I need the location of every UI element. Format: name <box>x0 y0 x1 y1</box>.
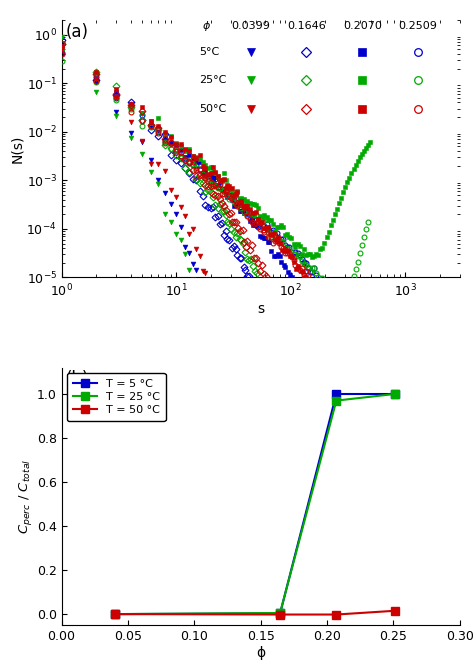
Text: (b): (b) <box>65 370 89 388</box>
T = 50 °C <box>392 606 398 614</box>
Text: 5°C: 5°C <box>199 47 219 57</box>
Text: 25°C: 25°C <box>199 75 227 86</box>
X-axis label: ϕ: ϕ <box>256 646 265 660</box>
Legend: T = 5 °C, T = 25 °C, T = 50 °C: T = 5 °C, T = 25 °C, T = 50 °C <box>67 373 165 421</box>
T = 5 °C <box>334 390 339 398</box>
Text: 0.1646: 0.1646 <box>287 21 326 31</box>
T = 50 °C <box>277 610 283 618</box>
Line: T = 25 °C: T = 25 °C <box>111 390 399 618</box>
T = 25 °C <box>112 610 118 618</box>
Text: (a): (a) <box>65 23 89 41</box>
Y-axis label: N(s): N(s) <box>9 134 24 163</box>
T = 5 °C <box>392 390 398 398</box>
T = 5 °C <box>112 610 118 618</box>
X-axis label: s: s <box>257 302 264 316</box>
T = 5 °C <box>277 609 283 617</box>
Y-axis label: $C_{perc}$ / $C_{total}$: $C_{perc}$ / $C_{total}$ <box>17 459 34 534</box>
Text: 0.0399: 0.0399 <box>231 21 270 31</box>
T = 25 °C <box>277 609 283 617</box>
Text: 50°C: 50°C <box>199 104 226 114</box>
Text: 0.2509: 0.2509 <box>399 21 438 31</box>
T = 25 °C <box>392 390 398 398</box>
T = 50 °C <box>334 610 339 618</box>
T = 50 °C <box>112 610 118 618</box>
Text: ϕ: ϕ <box>203 21 210 31</box>
T = 25 °C <box>334 396 339 404</box>
Text: 0.2070: 0.2070 <box>343 21 382 31</box>
Line: T = 5 °C: T = 5 °C <box>111 390 399 618</box>
Line: T = 50 °C: T = 50 °C <box>111 607 399 618</box>
